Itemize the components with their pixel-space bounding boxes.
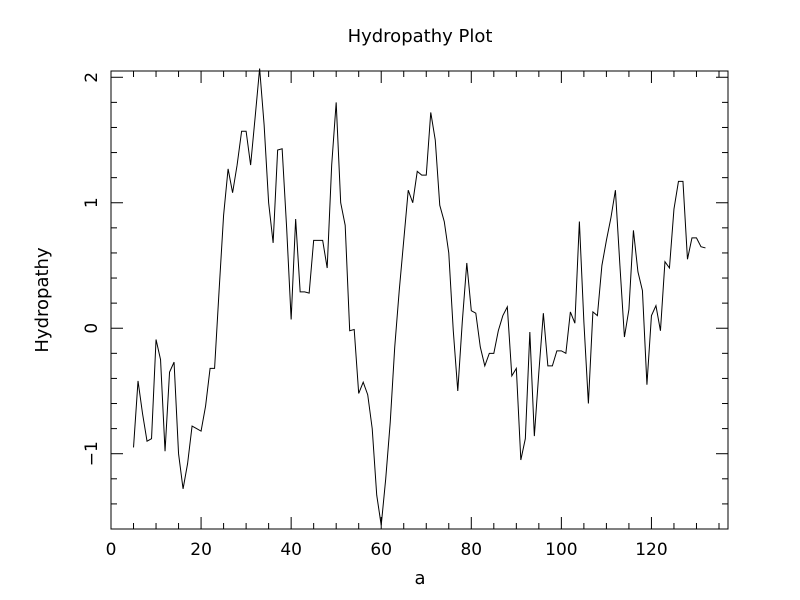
x-tick-label: 80 (460, 540, 482, 560)
y-tick-label: −1 (82, 441, 102, 466)
y-tick-label: 1 (82, 197, 102, 208)
x-tick-label: 40 (280, 540, 302, 560)
y-tick-label: 2 (82, 72, 102, 83)
x-tick-label: 20 (190, 540, 212, 560)
x-tick-label: 0 (106, 540, 117, 560)
axis-ticks (110, 71, 728, 530)
x-tick-label: 60 (370, 540, 392, 560)
plot-frame (110, 70, 729, 530)
x-tick-label: 100 (545, 540, 577, 560)
axis-tick-labels: 0 20 40 60 80 100 120 −1 0 1 2 (82, 72, 668, 560)
x-tick-label: 120 (635, 540, 667, 560)
series-line (133, 68, 706, 526)
x-axis-label: a (414, 568, 425, 589)
y-tick-label: 0 (82, 323, 102, 334)
y-axis-label: Hydropathy (32, 247, 53, 353)
chart-title: Hydropathy Plot (348, 26, 493, 47)
